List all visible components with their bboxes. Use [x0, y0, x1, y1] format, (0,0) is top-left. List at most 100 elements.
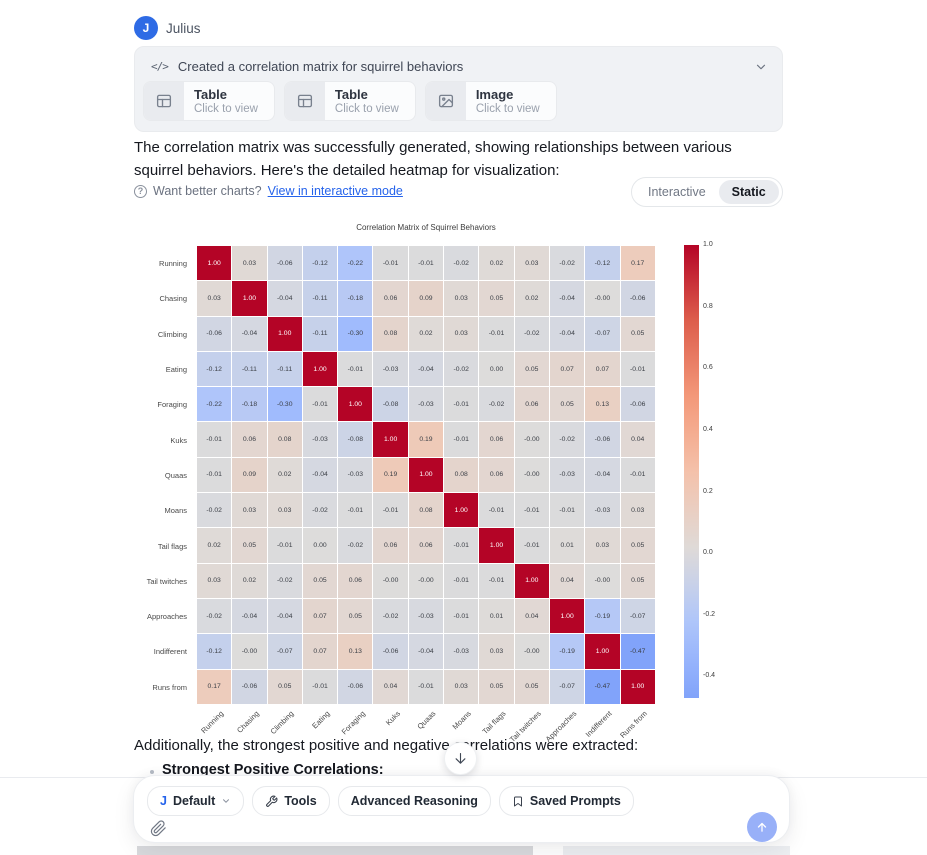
heatmap-cell: -0.19: [585, 598, 620, 634]
heatmap-cell: 0.03: [444, 281, 479, 316]
heatmap-cell: -0.03: [408, 387, 444, 422]
heatmap-cell: -0.04: [549, 316, 585, 351]
heatmap-cell: 0.05: [267, 669, 302, 704]
tools-pill[interactable]: Tools: [252, 786, 330, 816]
interactive-mode-link[interactable]: View in interactive mode: [267, 184, 403, 198]
heatmap-column-label: Quaas: [415, 709, 438, 731]
heatmap-cell: -0.03: [549, 457, 585, 493]
heatmap-cell: 0.04: [549, 563, 585, 598]
heatmap-cell: 0.02: [479, 246, 514, 281]
heatmap-cell: -0.07: [549, 669, 585, 704]
heatmap-row-label: Foraging: [157, 400, 187, 410]
heatmap-cell: -0.01: [444, 563, 479, 598]
heatmap-cell: 1.00: [444, 493, 479, 528]
heatmap-cell: 0.06: [232, 422, 267, 457]
heatmap-row-label: Eating: [165, 365, 187, 375]
heatmap-cell: 0.02: [408, 316, 444, 351]
heatmap-cell: 0.06: [373, 528, 408, 563]
heatmap-colorbar: [684, 245, 699, 698]
heatmap-cell: 0.05: [479, 669, 514, 704]
heatmap-cell: -0.11: [302, 281, 338, 316]
heatmap-cell: -0.01: [479, 563, 514, 598]
saved-prompts-label: Saved Prompts: [529, 794, 621, 808]
heatmap-column-label: Kuks: [383, 709, 402, 728]
heatmap-cell: -0.03: [302, 422, 338, 457]
heatmap-cell: -0.01: [479, 493, 514, 528]
attachment-tile-table-1[interactable]: Table Click to view: [143, 81, 275, 121]
heatmap-cell: -0.00: [514, 457, 549, 493]
heatmap-cell: 0.06: [479, 457, 514, 493]
heatmap-cell: -0.03: [373, 351, 408, 387]
scroll-to-bottom-button[interactable]: [444, 742, 477, 775]
agent-name: Julius: [166, 21, 201, 36]
heatmap-cell: 0.07: [302, 634, 338, 669]
heatmap-cell: -0.04: [585, 457, 620, 493]
heatmap-cell: 0.09: [408, 281, 444, 316]
heatmap-cell: 0.05: [620, 563, 655, 598]
heatmap-cell: -0.02: [338, 528, 373, 563]
heatmap-cell: -0.04: [267, 598, 302, 634]
heatmap-cell: -0.06: [338, 669, 373, 704]
bullet-dot: [150, 770, 154, 774]
chevron-down-icon[interactable]: [754, 60, 768, 74]
heatmap-cell: 0.08: [373, 316, 408, 351]
heatmap-cell: -0.03: [338, 457, 373, 493]
heatmap-cell: -0.30: [338, 316, 373, 351]
heatmap-cell: 1.00: [197, 246, 232, 281]
closing-paragraph: Additionally, the strongest positive and…: [134, 737, 639, 754]
heatmap-cell: 0.05: [302, 563, 338, 598]
heatmap-cell: -0.03: [408, 598, 444, 634]
heatmap-cell: -0.01: [338, 493, 373, 528]
tile-subtitle: Click to view: [194, 103, 258, 115]
arrow-down-icon: [453, 751, 468, 766]
heatmap-cell: 0.13: [338, 634, 373, 669]
attachment-tile-table-2[interactable]: Table Click to view: [283, 81, 416, 121]
heatmap-cell: 0.17: [620, 246, 655, 281]
heatmap-cell: -0.06: [373, 634, 408, 669]
scrolled-content-edge: [563, 846, 790, 855]
send-button[interactable]: [747, 812, 777, 842]
heatmap-cell: 0.03: [197, 281, 232, 316]
attach-file-button[interactable]: [146, 816, 170, 840]
heatmap-cell: 0.01: [479, 598, 514, 634]
heatmap-column-label: Eating: [309, 709, 332, 731]
heatmap-cell: 0.03: [514, 246, 549, 281]
heatmap-cell: -0.12: [197, 351, 232, 387]
heatmap-cell: -0.01: [267, 528, 302, 563]
advanced-reasoning-label: Advanced Reasoning: [350, 794, 478, 808]
advanced-reasoning-pill[interactable]: Advanced Reasoning: [337, 786, 491, 816]
attachment-tile-image[interactable]: Image Click to view: [424, 81, 557, 121]
heatmap-cell: 0.08: [267, 422, 302, 457]
heatmap-title: Correlation Matrix of Squirrel Behaviors: [356, 223, 496, 232]
heatmap-cell: -0.12: [197, 634, 232, 669]
tile-title: Image: [475, 87, 514, 102]
heatmap-cell: -0.22: [197, 387, 232, 422]
julius-logo: J: [160, 794, 167, 808]
heatmap-cell: -0.08: [373, 387, 408, 422]
heatmap-cell: -0.01: [444, 598, 479, 634]
question-circle-icon: ?: [134, 184, 147, 198]
colorbar-tick-label: 0.4: [703, 425, 713, 433]
toggle-interactive[interactable]: Interactive: [648, 185, 706, 199]
heatmap-cell: -0.02: [373, 598, 408, 634]
tool-card-header[interactable]: </> Created a correlation matrix for squ…: [151, 59, 768, 74]
bullet-strongest-positive: Strongest Positive Correlations:: [162, 762, 384, 778]
heatmap-cell: -0.01: [373, 246, 408, 281]
heatmap-cell: -0.06: [620, 281, 655, 316]
heatmap-cell: -0.07: [585, 316, 620, 351]
heatmap-cell: -0.00: [514, 422, 549, 457]
image-icon: [425, 82, 466, 120]
heatmap-cell: 0.06: [408, 528, 444, 563]
message-input[interactable]: [174, 820, 733, 840]
heatmap-cell: 0.03: [444, 316, 479, 351]
saved-prompts-pill[interactable]: Saved Prompts: [498, 786, 634, 816]
toggle-static[interactable]: Static: [718, 180, 779, 204]
heatmap-cell: -0.04: [232, 598, 267, 634]
heatmap-cell: 1.00: [373, 422, 408, 457]
heatmap-row-label: Chasing: [159, 294, 187, 304]
heatmap-cell: 0.02: [514, 281, 549, 316]
code-icon: </>: [151, 60, 169, 73]
heatmap-cell: -0.07: [267, 634, 302, 669]
heatmap-cell: -0.04: [549, 281, 585, 316]
model-selector-pill[interactable]: J Default: [147, 786, 245, 816]
